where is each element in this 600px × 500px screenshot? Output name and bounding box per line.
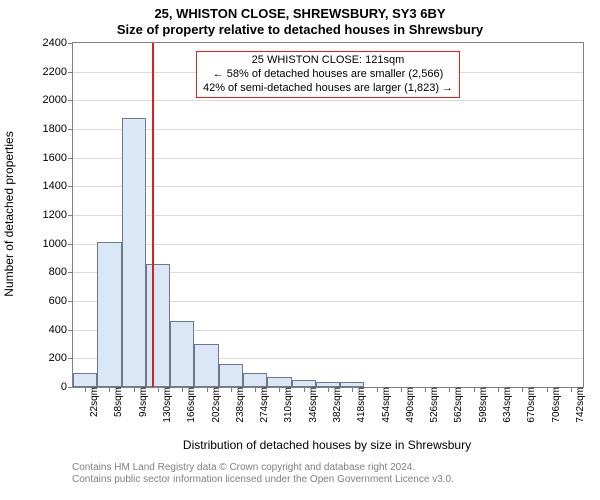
grid-line: [73, 158, 583, 159]
annotation-line: ← 58% of detached houses are smaller (2,…: [203, 68, 453, 82]
y-tick-mark: [68, 358, 73, 359]
x-tick-label: 58sqm: [113, 387, 124, 417]
x-tick-mark: [134, 387, 135, 392]
x-tick-label: 94sqm: [138, 387, 149, 417]
histogram-bar: [219, 364, 243, 387]
y-tick-label: 2000: [43, 94, 67, 106]
chart-title-line2: Size of property relative to detached ho…: [0, 22, 600, 37]
x-tick-label: 238sqm: [235, 387, 246, 423]
annotation-line: 42% of semi-detached houses are larger (…: [203, 82, 453, 96]
histogram-bar: [267, 377, 291, 387]
x-tick-mark: [279, 387, 280, 392]
histogram-bar: [243, 373, 267, 387]
x-tick-mark: [571, 387, 572, 392]
annotation-line: 25 WHISTON CLOSE: 121sqm: [203, 54, 453, 68]
y-tick-label: 400: [49, 324, 67, 336]
x-tick-mark: [522, 387, 523, 392]
x-tick-mark: [207, 387, 208, 392]
grid-line: [73, 186, 583, 187]
y-tick-label: 1800: [43, 123, 67, 135]
x-tick-mark: [182, 387, 183, 392]
x-tick-mark: [255, 387, 256, 392]
histogram-bar: [73, 373, 97, 387]
x-tick-label: 490sqm: [405, 387, 416, 423]
x-tick-label: 418sqm: [356, 387, 367, 423]
x-tick-label: 526sqm: [429, 387, 440, 423]
y-axis-label: Number of detached properties: [2, 131, 16, 296]
histogram-bar: [194, 344, 218, 387]
histogram-bar: [122, 118, 146, 387]
y-tick-label: 1600: [43, 152, 67, 164]
x-tick-mark: [547, 387, 548, 392]
x-tick-mark: [85, 387, 86, 392]
x-tick-label: 166sqm: [186, 387, 197, 423]
y-tick-mark: [68, 158, 73, 159]
y-tick-label: 200: [49, 352, 67, 364]
x-tick-label: 346sqm: [308, 387, 319, 423]
x-tick-label: 382sqm: [332, 387, 343, 423]
y-tick-label: 600: [49, 295, 67, 307]
y-tick-mark: [68, 215, 73, 216]
y-tick-label: 2400: [43, 37, 67, 49]
x-tick-label: 562sqm: [453, 387, 464, 423]
y-tick-mark: [68, 244, 73, 245]
x-tick-label: 706sqm: [551, 387, 562, 423]
y-tick-mark: [68, 330, 73, 331]
grid-line: [73, 100, 583, 101]
x-tick-label: 670sqm: [526, 387, 537, 423]
marker-line: [152, 43, 154, 387]
histogram-bar: [170, 321, 194, 387]
x-tick-label: 634sqm: [502, 387, 513, 423]
chart-title-line1: 25, WHISTON CLOSE, SHREWSBURY, SY3 6BY: [0, 6, 600, 21]
grid-line: [73, 129, 583, 130]
histogram-bar: [292, 380, 316, 387]
x-tick-label: 202sqm: [211, 387, 222, 423]
x-tick-label: 130sqm: [162, 387, 173, 423]
x-tick-label: 598sqm: [478, 387, 489, 423]
x-tick-label: 454sqm: [381, 387, 392, 423]
x-tick-mark: [425, 387, 426, 392]
x-tick-mark: [109, 387, 110, 392]
credits-line1: Contains HM Land Registry data © Crown c…: [72, 462, 454, 474]
x-tick-mark: [304, 387, 305, 392]
x-tick-mark: [231, 387, 232, 392]
x-tick-mark: [474, 387, 475, 392]
credits-line2: Contains public sector information licen…: [72, 474, 454, 486]
page: 25, WHISTON CLOSE, SHREWSBURY, SY3 6BY S…: [0, 0, 600, 500]
x-tick-mark: [449, 387, 450, 392]
y-tick-mark: [68, 186, 73, 187]
grid-line: [73, 244, 583, 245]
y-tick-mark: [68, 72, 73, 73]
y-tick-mark: [68, 387, 73, 388]
y-tick-label: 0: [61, 381, 67, 393]
y-tick-label: 2200: [43, 66, 67, 78]
y-tick-mark: [68, 43, 73, 44]
y-tick-mark: [68, 272, 73, 273]
x-tick-mark: [498, 387, 499, 392]
annotation-box: 25 WHISTON CLOSE: 121sqm← 58% of detache…: [196, 51, 460, 98]
y-tick-mark: [68, 129, 73, 130]
x-tick-label: 274sqm: [259, 387, 270, 423]
y-tick-label: 1000: [43, 238, 67, 250]
x-tick-mark: [328, 387, 329, 392]
x-tick-mark: [352, 387, 353, 392]
y-tick-label: 1200: [43, 209, 67, 221]
histogram-bar: [97, 242, 121, 387]
x-tick-mark: [401, 387, 402, 392]
x-tick-mark: [377, 387, 378, 392]
x-axis-label: Distribution of detached houses by size …: [72, 438, 582, 452]
grid-line: [73, 215, 583, 216]
y-tick-mark: [68, 301, 73, 302]
x-tick-label: 22sqm: [89, 387, 100, 417]
x-tick-mark: [158, 387, 159, 392]
credits: Contains HM Land Registry data © Crown c…: [72, 462, 454, 486]
plot-area: 0200400600800100012001400160018002000220…: [72, 42, 584, 388]
histogram-bar: [146, 264, 170, 387]
y-tick-mark: [68, 100, 73, 101]
y-tick-label: 800: [49, 266, 67, 278]
x-tick-label: 310sqm: [283, 387, 294, 423]
y-tick-label: 1400: [43, 180, 67, 192]
x-tick-label: 742sqm: [575, 387, 586, 423]
